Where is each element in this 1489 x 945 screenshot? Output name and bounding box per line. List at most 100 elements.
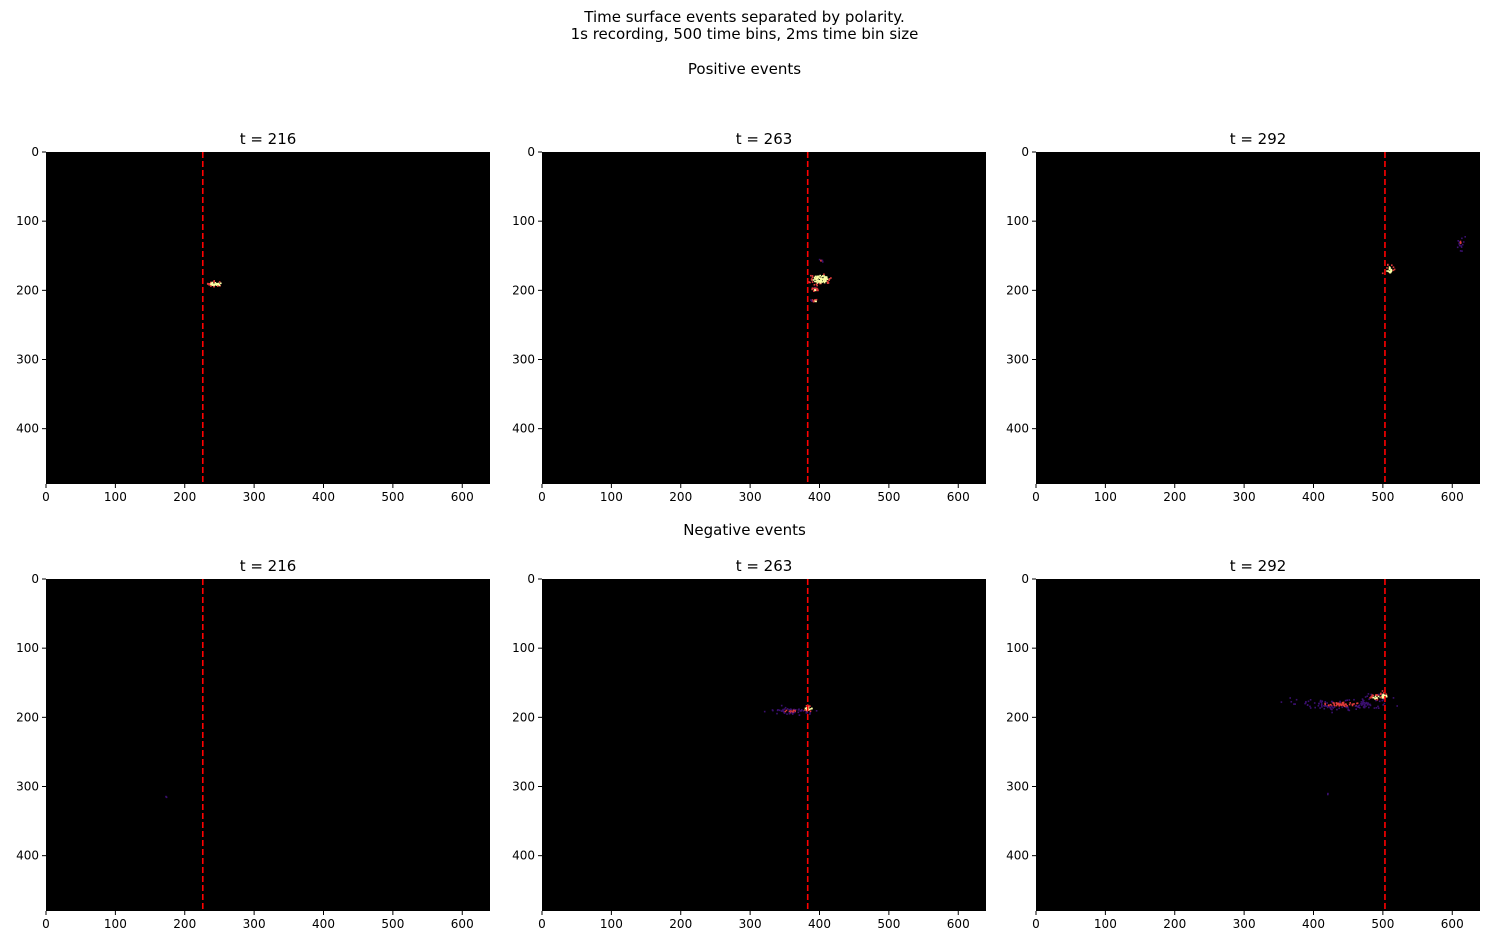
event-pixel xyxy=(1333,702,1335,704)
event-pixel xyxy=(1324,705,1326,707)
event-pixel xyxy=(1338,703,1341,706)
event-pixel xyxy=(1338,707,1340,710)
event-pixel xyxy=(1321,706,1323,708)
event-pixel xyxy=(1462,241,1465,243)
event-pixel xyxy=(1343,705,1346,707)
event-pixel xyxy=(1396,705,1398,707)
event-pixel xyxy=(1365,705,1367,708)
x-tick-label: 600 xyxy=(947,490,970,504)
event-pixel xyxy=(811,288,813,291)
event-pixel xyxy=(1344,699,1347,702)
panel-title: t = 292 xyxy=(1230,130,1287,148)
x-tick-label: 300 xyxy=(739,917,762,931)
x-tick-label: 200 xyxy=(669,917,692,931)
y-tick-label: 100 xyxy=(1006,214,1029,228)
event-pixel xyxy=(1347,709,1350,711)
event-pixel xyxy=(819,282,822,284)
event-pixel xyxy=(1380,692,1382,695)
event-pixel xyxy=(788,711,791,714)
event-pixel xyxy=(1333,705,1336,707)
event-pixel xyxy=(1331,711,1333,714)
event-pixel xyxy=(217,285,219,287)
event-pixel xyxy=(1371,694,1374,697)
event-pixel xyxy=(806,711,809,714)
y-tick-label: 400 xyxy=(1006,422,1029,436)
event-pixel xyxy=(1377,695,1380,698)
y-tick-label: 0 xyxy=(31,145,39,159)
event-pixel xyxy=(1355,708,1357,710)
x-tick-label: 500 xyxy=(381,490,404,504)
y-tick-label: 400 xyxy=(1006,849,1029,863)
event-pixel xyxy=(1383,702,1386,705)
event-pixel xyxy=(825,280,827,282)
event-pixel xyxy=(814,287,816,290)
panel-image xyxy=(46,579,490,911)
event-pixel xyxy=(807,704,810,707)
panel-title: t = 216 xyxy=(240,557,297,575)
event-pixel xyxy=(1342,703,1344,706)
y-tick-label: 200 xyxy=(512,710,535,724)
event-pixel xyxy=(1364,696,1367,698)
event-pixel xyxy=(1330,703,1332,706)
event-pixel xyxy=(830,277,832,279)
event-pixel xyxy=(811,299,814,301)
event-pixel xyxy=(1331,700,1333,703)
event-pixel xyxy=(1359,706,1361,709)
event-pixel xyxy=(821,259,824,262)
x-tick-label: 400 xyxy=(312,917,335,931)
event-pixel xyxy=(813,287,815,290)
event-pixel xyxy=(208,283,211,285)
x-tick-label: 500 xyxy=(1371,917,1394,931)
event-pixel xyxy=(802,710,805,712)
event-pixel xyxy=(763,710,766,713)
event-pixel xyxy=(810,278,813,280)
event-pixel xyxy=(813,276,816,279)
event-pixel xyxy=(211,281,214,284)
event-pixel xyxy=(1378,700,1381,703)
event-pixel xyxy=(820,276,823,278)
event-pixel xyxy=(1372,696,1374,699)
y-tick-label: 0 xyxy=(1021,572,1029,586)
panel-image xyxy=(46,152,490,484)
event-pixel xyxy=(1335,702,1338,704)
event-pixel xyxy=(1370,695,1372,698)
event-pixel xyxy=(1376,694,1379,696)
event-pixel xyxy=(1320,703,1323,706)
event-pixel xyxy=(1355,705,1357,707)
event-pixel xyxy=(808,281,810,283)
event-pixel xyxy=(1374,697,1376,700)
x-tick-label: 200 xyxy=(173,917,196,931)
event-pixel xyxy=(1345,706,1348,709)
event-pixel xyxy=(820,279,823,282)
event-pixel xyxy=(818,277,821,279)
x-tick-label: 400 xyxy=(1302,917,1325,931)
event-pixel xyxy=(1347,708,1349,710)
panel-image xyxy=(542,152,986,484)
event-pixel xyxy=(1373,707,1376,709)
event-pixel xyxy=(1369,697,1371,699)
x-tick-label: 600 xyxy=(451,490,474,504)
event-pixel xyxy=(216,283,219,285)
event-pixel xyxy=(1391,264,1393,266)
x-tick-label: 100 xyxy=(1094,490,1117,504)
event-pixel xyxy=(1339,704,1342,706)
event-pixel xyxy=(820,260,822,262)
event-pixel xyxy=(1363,705,1366,707)
event-pixel xyxy=(1379,693,1382,696)
event-pixel xyxy=(823,273,825,276)
x-tick-label: 0 xyxy=(1032,490,1040,504)
event-pixel xyxy=(1362,700,1364,703)
event-pixel xyxy=(1393,268,1396,271)
event-pixel xyxy=(1357,706,1360,708)
y-tick-label: 300 xyxy=(1006,780,1029,794)
event-pixel xyxy=(1459,250,1462,252)
event-pixel xyxy=(818,275,820,278)
event-pixel xyxy=(218,281,221,283)
panel-title: t = 292 xyxy=(1230,557,1287,575)
event-pixel xyxy=(825,277,828,280)
event-pixel xyxy=(784,706,787,709)
event-pixel xyxy=(1387,263,1389,266)
event-pixel xyxy=(809,705,811,707)
event-pixel xyxy=(810,274,812,277)
event-pixel xyxy=(1375,699,1377,702)
